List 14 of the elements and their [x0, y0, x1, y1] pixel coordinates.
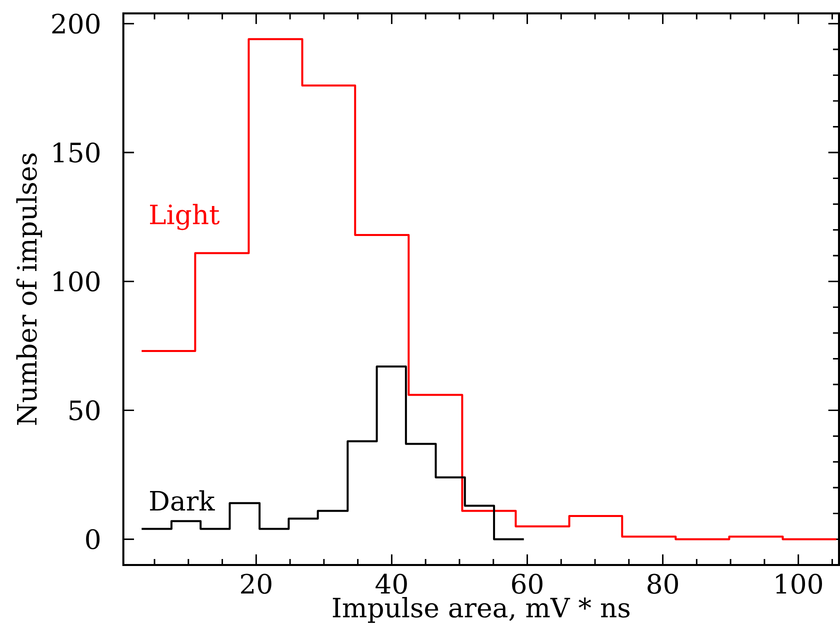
x-axis-title: Impulse area, mV * ns	[332, 597, 630, 623]
x-tick-label: 80	[648, 574, 678, 594]
y-tick-label: 0	[86, 529, 100, 550]
series-label: Light	[150, 204, 220, 230]
y-tick-label: 100	[54, 271, 100, 292]
y-axis-title: Number of impulses	[16, 154, 42, 425]
y-tick-label: 200	[52, 14, 100, 34]
x-tick-label: 40	[376, 574, 407, 594]
x-tick-label: 20	[241, 574, 272, 594]
y-tick-label: 150	[54, 142, 100, 163]
x-tick-label: 100	[776, 574, 822, 594]
x-tick-label: 60	[512, 574, 542, 594]
series-label: Dark	[150, 490, 215, 511]
y-tick-label: 50	[70, 400, 100, 420]
